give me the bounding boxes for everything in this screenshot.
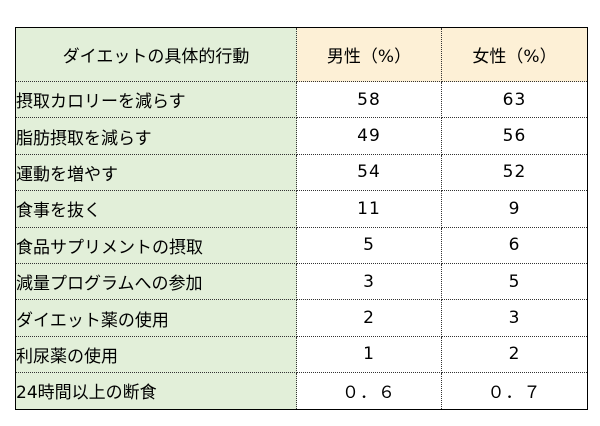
table-row: 脂肪摂取を減らす 49 56 bbox=[15, 117, 588, 155]
table-row: 食事を抜く 11 9 bbox=[15, 190, 588, 228]
female-value: 63 bbox=[441, 81, 588, 119]
female-value: 5 bbox=[441, 263, 588, 301]
male-value: ０．６ bbox=[296, 372, 442, 410]
female-value: 6 bbox=[441, 227, 588, 264]
behavior-label: 運動を増やす bbox=[15, 154, 297, 192]
female-value: 9 bbox=[441, 190, 588, 228]
behavior-label: 食事を抜く bbox=[15, 190, 297, 228]
behavior-label: 24時間以上の断食 bbox=[15, 372, 297, 410]
behavior-label: ダイエット薬の使用 bbox=[15, 299, 297, 337]
table-row: 24時間以上の断食 ０．６ ０．７ bbox=[15, 372, 588, 410]
female-value: 56 bbox=[441, 117, 588, 155]
male-value: 2 bbox=[296, 299, 442, 337]
behavior-label: 食品サプリメントの摂取 bbox=[15, 227, 297, 264]
header-male-percent: 男性（%） bbox=[296, 27, 442, 82]
behavior-label: 脂肪摂取を減らす bbox=[15, 117, 297, 155]
male-value: 49 bbox=[296, 117, 442, 155]
male-value: 5 bbox=[296, 227, 442, 264]
header-behavior: ダイエットの具体的行動 bbox=[15, 27, 297, 82]
behavior-label: 摂取カロリーを減らす bbox=[15, 81, 297, 119]
male-value: 1 bbox=[296, 336, 442, 374]
behavior-label: 利尿薬の使用 bbox=[15, 336, 297, 374]
table-row: 利尿薬の使用 1 2 bbox=[15, 336, 588, 374]
male-value: 3 bbox=[296, 263, 442, 301]
header-row: ダイエットの具体的行動 男性（%） 女性（%） bbox=[15, 27, 588, 82]
table-row: 食品サプリメントの摂取 5 6 bbox=[15, 227, 588, 264]
female-value: 3 bbox=[441, 299, 588, 337]
table-row: 運動を増やす 54 52 bbox=[15, 154, 588, 192]
table-row: 摂取カロリーを減らす 58 63 bbox=[15, 81, 588, 119]
table-row: ダイエット薬の使用 2 3 bbox=[15, 299, 588, 337]
female-value: ０．７ bbox=[441, 372, 588, 410]
male-value: 11 bbox=[296, 190, 442, 228]
female-value: 2 bbox=[441, 336, 588, 374]
behavior-label: 減量プログラムへの参加 bbox=[15, 263, 297, 301]
diet-behavior-table: ダイエットの具体的行動 男性（%） 女性（%） 摂取カロリーを減らす 58 63… bbox=[15, 27, 588, 410]
female-value: 52 bbox=[441, 154, 588, 192]
male-value: 58 bbox=[296, 81, 442, 119]
male-value: 54 bbox=[296, 154, 442, 192]
table-row: 減量プログラムへの参加 3 5 bbox=[15, 263, 588, 301]
header-female-percent: 女性（%） bbox=[441, 27, 588, 82]
